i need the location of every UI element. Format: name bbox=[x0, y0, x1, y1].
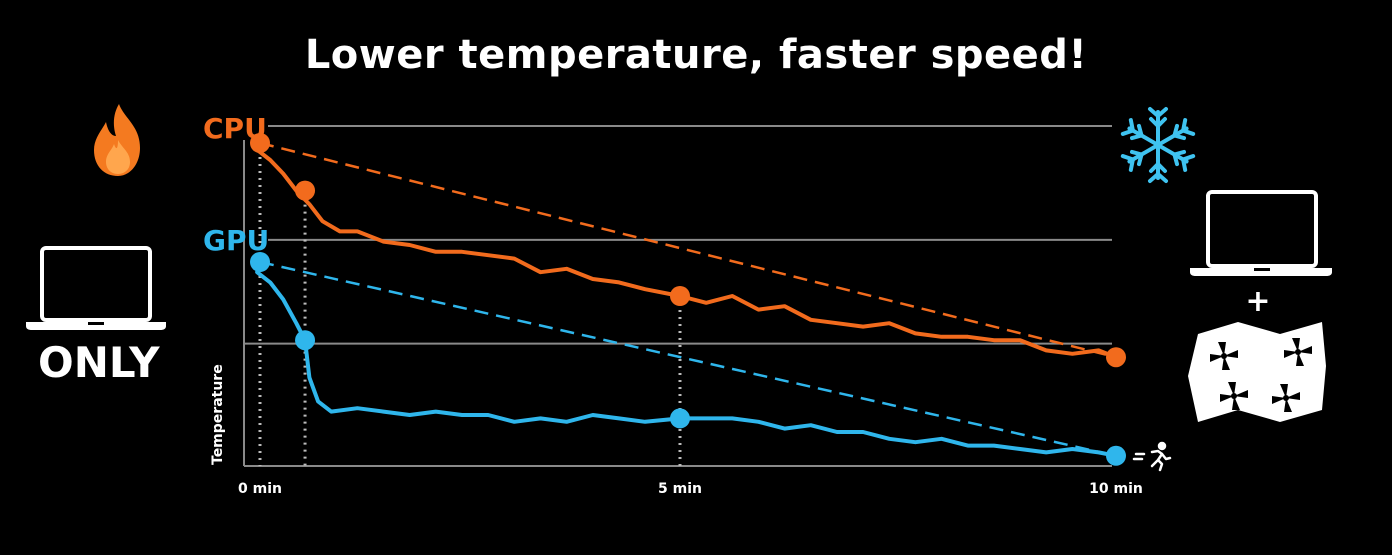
legend-gpu-label: GPU bbox=[203, 224, 269, 257]
data-point-gpu bbox=[250, 252, 270, 272]
snowflake-icon bbox=[1120, 107, 1196, 183]
flame-icon bbox=[94, 104, 140, 176]
series-line-gpu-trend bbox=[259, 260, 1117, 458]
data-point-cpu bbox=[295, 180, 316, 201]
x-tick-label: 10 min bbox=[1089, 481, 1143, 497]
series-line-cpu-trend bbox=[259, 141, 1117, 359]
data-point-gpu bbox=[295, 330, 316, 351]
x-tick-label: 5 min bbox=[658, 481, 702, 497]
data-point-gpu bbox=[1106, 445, 1126, 466]
data-point-cpu bbox=[1106, 347, 1126, 368]
runner-icon bbox=[1132, 441, 1172, 472]
series-line-cpu bbox=[255, 142, 1117, 360]
legend-cpu-label: CPU bbox=[203, 112, 267, 145]
x-tick-label: 0 min bbox=[238, 481, 282, 497]
data-point-cpu bbox=[670, 286, 690, 306]
data-point-gpu bbox=[670, 408, 690, 429]
data-point-cpu bbox=[250, 133, 270, 153]
laptop-icon bbox=[1190, 190, 1332, 276]
only-caption: ONLY bbox=[38, 338, 160, 387]
plus-sign: + bbox=[1245, 284, 1271, 319]
y-axis-label: Temperature bbox=[210, 364, 226, 465]
cooling-pad-icon bbox=[1188, 322, 1326, 422]
series-line-gpu bbox=[255, 261, 1117, 458]
laptop-icon bbox=[26, 246, 166, 330]
chart-title: Lower temperature, faster speed! bbox=[304, 32, 1088, 78]
